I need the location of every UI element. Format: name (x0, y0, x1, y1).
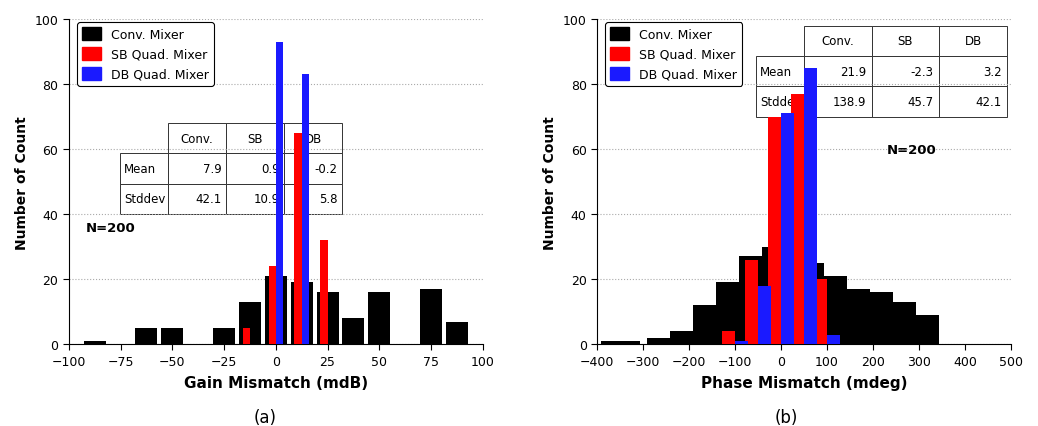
Bar (768, 117, 781, 345)
Text: (b): (b) (775, 408, 798, 426)
Bar (758, 286, 771, 345)
Bar (715, 283, 755, 345)
Bar (814, 279, 827, 345)
Bar (446, 322, 468, 345)
Bar (808, 276, 847, 345)
Bar (735, 341, 748, 345)
Y-axis label: Number of Count: Number of Count (15, 115, 29, 249)
Bar (302, 75, 309, 345)
Bar (722, 331, 735, 345)
Bar (269, 267, 276, 345)
Bar (853, 293, 893, 345)
Bar (670, 331, 709, 345)
Bar (321, 241, 328, 345)
Bar (239, 302, 261, 345)
Text: (a): (a) (253, 408, 276, 426)
Bar (785, 263, 823, 345)
X-axis label: Gain Mismatch (mdB): Gain Mismatch (mdB) (184, 375, 367, 390)
Text: N=200: N=200 (85, 221, 135, 234)
Bar (295, 133, 302, 345)
Bar (135, 328, 158, 345)
Text: N=200: N=200 (886, 143, 936, 156)
Bar (876, 302, 916, 345)
Bar (647, 338, 686, 345)
Bar (265, 276, 286, 345)
Bar (692, 305, 732, 345)
Bar (291, 283, 312, 345)
Bar (213, 328, 235, 345)
Bar (317, 293, 338, 345)
Y-axis label: Number of Count: Number of Count (543, 115, 557, 249)
X-axis label: Phase Mismatch (mdeg): Phase Mismatch (mdeg) (701, 375, 907, 390)
Bar (368, 293, 390, 345)
Bar (830, 289, 870, 345)
Bar (791, 95, 804, 345)
Bar (243, 328, 250, 345)
Bar (762, 247, 800, 345)
Bar (601, 341, 639, 345)
Bar (900, 315, 938, 345)
Bar (276, 43, 283, 345)
Bar (781, 114, 794, 345)
Bar (804, 69, 817, 345)
Legend: Conv. Mixer, SB Quad. Mixer, DB Quad. Mixer: Conv. Mixer, SB Quad. Mixer, DB Quad. Mi… (605, 23, 742, 86)
Bar (84, 341, 106, 345)
Bar (738, 257, 777, 345)
Bar (161, 328, 184, 345)
Legend: Conv. Mixer, SB Quad. Mixer, DB Quad. Mixer: Conv. Mixer, SB Quad. Mixer, DB Quad. Mi… (77, 23, 214, 86)
Bar (827, 335, 840, 345)
Bar (420, 289, 442, 345)
Bar (343, 319, 364, 345)
Bar (745, 260, 758, 345)
